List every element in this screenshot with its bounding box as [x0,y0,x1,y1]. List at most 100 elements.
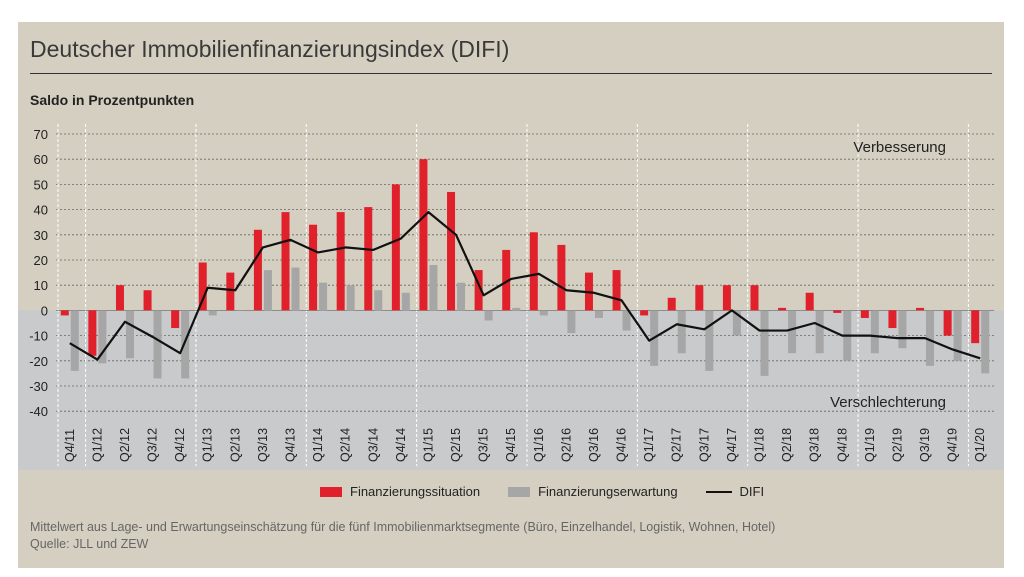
x-tick-label: Q4/19 [946,428,960,462]
bar-expectation [125,310,134,359]
x-tick-label: Q4/11 [63,429,77,462]
x-tick-label: Q1/12 [90,428,104,462]
bar-expectation [926,310,935,366]
bar-expectation [429,265,438,311]
x-tick-label: Q2/17 [670,428,684,462]
bar-expectation [981,310,990,374]
bar-expectation [622,310,631,331]
y-tick-label: 70 [34,127,48,142]
x-tick-label: Q4/13 [284,428,298,462]
x-tick-label: Q2/12 [118,428,132,462]
x-tick-label: Q2/16 [559,428,573,462]
x-tick-label: Q2/19 [890,428,904,462]
chart-title: Deutscher Immobilienfinanzierungsindex (… [30,36,510,62]
bar-situation [888,310,897,329]
y-axis-label: Saldo in Prozentpunkten [30,92,195,108]
legend-swatch-expectation [508,486,531,497]
bar-expectation [760,310,769,376]
x-tick-label: Q3/15 [477,428,491,462]
bar-situation [391,184,400,311]
bar-situation [198,262,207,311]
bar-situation [226,272,235,311]
x-tick-label: Q2/18 [780,428,794,462]
bar-situation [88,310,97,356]
bar-expectation [677,310,686,354]
y-tick-label: 40 [34,203,48,218]
x-tick-label: Q1/15 [421,428,435,462]
bar-expectation [153,310,162,379]
x-tick-label: Q2/13 [228,428,242,462]
bar-situation [557,244,566,311]
x-tick-label: Q1/16 [532,428,546,462]
bar-situation [474,270,483,311]
legend-label-expectation: Finanzierungserwartung [538,484,678,499]
bar-expectation [870,310,879,354]
x-tick-label: Q1/19 [863,428,877,462]
title-divider [30,73,992,74]
bar-expectation [319,282,328,311]
legend-item-difi: DIFI [705,484,765,499]
y-tick-label: -10 [29,329,48,344]
bar-expectation [484,310,493,321]
difi-line [69,211,981,361]
bar-expectation [512,307,521,311]
bar-situation [833,310,842,313]
bar-expectation [539,310,548,316]
bar-expectation [898,310,907,349]
bar-expectation [788,310,797,354]
legend-item-situation: Finanzierungssituation [320,484,480,499]
bar-situation [281,212,290,311]
bar-situation [640,310,649,316]
bar-expectation [401,292,410,311]
bar-expectation [374,290,383,311]
bar-situation [971,310,980,344]
x-tick-label: Q2/15 [449,428,463,462]
y-tick-label: 50 [34,177,48,192]
x-tick-label: Q3/12 [146,428,160,462]
bar-situation [612,270,621,311]
legend-label-difi: DIFI [739,484,765,499]
annotation-deterioration: Verschlechterung [830,394,946,411]
bar-expectation [98,310,107,364]
bar-expectation [457,282,466,311]
bar-situation [143,290,152,311]
x-tick-label: Q1/14 [311,428,325,462]
x-tick-label: Q4/18 [835,428,849,462]
x-tick-label: Q3/14 [366,428,380,462]
y-tick-label: 20 [34,253,48,268]
x-tick-label: Q2/14 [339,428,353,462]
y-tick-label: -40 [29,404,48,419]
annotation-improvement: Verbesserung [853,139,946,156]
x-tick-label: Q1/17 [642,428,656,462]
bar-situation [750,285,759,311]
chart-panel [18,22,1004,568]
bar-situation [667,297,676,311]
bar-expectation [732,310,741,336]
bar-situation [309,224,318,311]
bar-situation [502,249,511,311]
legend-label-situation: Finanzierungssituation [350,484,481,499]
bar-situation [695,285,704,311]
x-tick-label: Q4/12 [173,428,187,462]
y-tick-label: -30 [29,379,48,394]
footnote: Mittelwert aus Lage- und Erwartungseinsc… [30,519,775,553]
bar-expectation [263,270,272,311]
y-tick-label: 0 [41,303,48,318]
legend: Finanzierungssituation Finanzierungserwa… [320,484,792,499]
bar-situation [253,229,262,311]
legend-swatch-situation [320,486,342,497]
bar-expectation [567,310,576,334]
bar-situation [60,310,69,316]
bar-expectation [346,285,355,311]
bar-expectation [181,310,190,379]
footnote-source: Quelle: JLL und ZEW [30,537,149,551]
bar-situation [943,310,952,336]
bar-situation [336,212,345,311]
bar-situation [529,232,538,311]
x-tick-label: Q3/17 [697,428,711,462]
bar-situation [419,159,428,311]
x-tick-label: Q3/13 [256,428,270,462]
bar-expectation [70,310,79,371]
x-tick-label: Q4/15 [504,428,518,462]
